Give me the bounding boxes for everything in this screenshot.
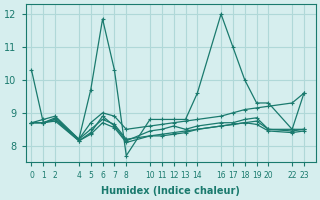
X-axis label: Humidex (Indice chaleur): Humidex (Indice chaleur) [101, 186, 240, 196]
